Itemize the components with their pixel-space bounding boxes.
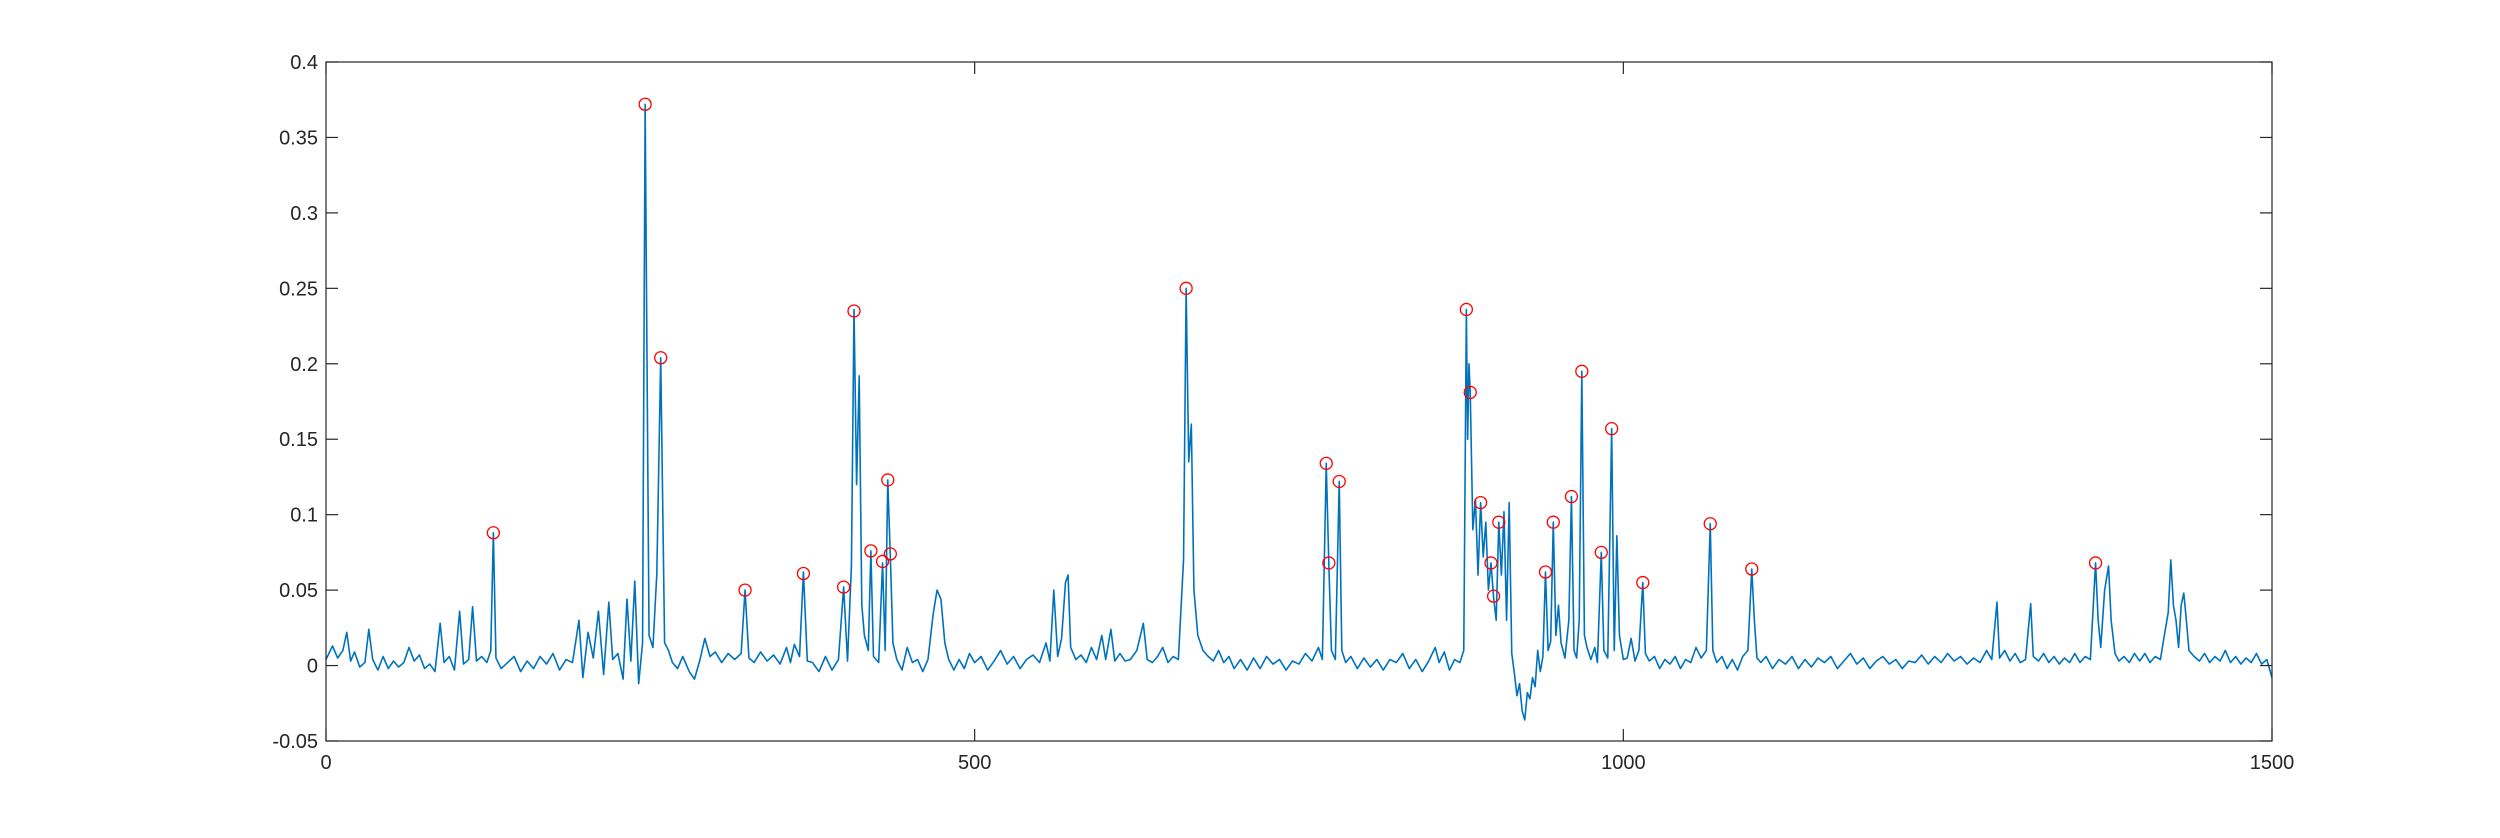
x-tick-label: 1000 [1601,752,1646,774]
peak-marker [875,554,890,569]
peak-marker [1703,517,1717,531]
x-tick-label: 0 [320,752,331,774]
peak-marker [638,97,652,111]
peak-marker [796,566,811,581]
peak-marker [836,580,851,594]
peak-marker [738,583,752,597]
peak-marker [1463,385,1477,400]
peak-marker [1484,556,1498,570]
peak-marker [881,473,895,487]
peak-marker [1538,565,1553,579]
plot-layer [326,97,2272,721]
peak-marker [1605,422,1619,436]
y-tick-label: -0.05 [272,731,318,753]
peak-marker [486,526,501,540]
y-tick-label: 0.2 [290,354,318,376]
peak-marker [654,351,668,365]
peak-marker [1473,495,1488,510]
peak-marker [1546,515,1560,529]
peak-marker [1575,364,1589,378]
peak-marker [1332,474,1346,489]
y-tick-label: 0.1 [290,505,318,527]
y-tick-label: 0.3 [290,203,318,225]
y-tick-label: 0.15 [279,429,318,451]
peak-marker [1486,589,1501,603]
y-tick-label: 0.05 [279,580,318,602]
peak-marker [883,547,897,561]
y-tick-label: 0 [307,656,318,678]
y-tick-label: 0.4 [290,52,318,74]
peak-marker [1492,515,1506,529]
peak-marker [1322,556,1336,570]
axes-box [325,61,2273,742]
peak-marker [1636,575,1650,590]
peak-marker [1179,281,1193,295]
peak-marker [1319,456,1333,471]
axes-layer: 0 500 1000 1500-0.0500.050.10.150.20.250.30… [272,52,2294,774]
peak-marker [1745,562,1759,576]
peak-marker [1459,302,1474,317]
peak-marker [847,304,861,318]
peak-marker [864,544,878,558]
x-tick-label: 1500 [2250,752,2295,774]
peak-marker [1594,545,1608,560]
peak-marker [2088,556,2103,570]
signal-line [326,103,2272,721]
peak-markers [486,97,2103,603]
y-tick-label: 0.25 [279,278,318,300]
x-tick-label: 500 [958,752,991,774]
peak-marker [1564,489,1579,504]
y-tick-label: 0.35 [279,127,318,149]
